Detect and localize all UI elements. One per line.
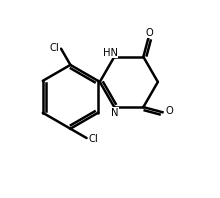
Text: O: O — [165, 106, 173, 116]
Text: Cl: Cl — [88, 134, 98, 144]
Text: Cl: Cl — [50, 43, 59, 53]
Text: O: O — [146, 28, 153, 38]
Text: HN: HN — [103, 48, 118, 58]
Text: N: N — [111, 108, 119, 118]
